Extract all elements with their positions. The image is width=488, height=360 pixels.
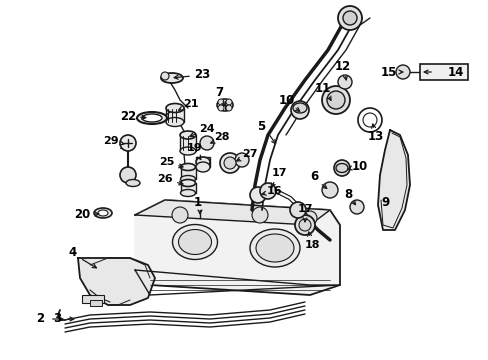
Text: 1: 1 [194, 197, 202, 210]
Circle shape [298, 219, 310, 231]
Text: 10: 10 [278, 94, 295, 108]
Text: 14: 14 [447, 66, 463, 78]
Bar [90, 300, 102, 306]
Circle shape [321, 86, 349, 114]
Circle shape [172, 207, 187, 223]
Text: 25: 25 [159, 157, 174, 167]
Circle shape [342, 11, 356, 25]
Text: 26: 26 [157, 174, 172, 184]
Circle shape [326, 91, 345, 109]
Circle shape [218, 105, 224, 111]
Text: 29: 29 [103, 136, 119, 146]
Circle shape [294, 215, 314, 235]
Circle shape [120, 167, 136, 183]
Text: 22: 22 [120, 109, 136, 122]
Text: 20: 20 [74, 207, 90, 220]
Ellipse shape [180, 131, 196, 139]
Ellipse shape [94, 208, 112, 218]
Text: 23: 23 [193, 68, 210, 81]
Text: 8: 8 [343, 188, 351, 201]
Ellipse shape [292, 103, 306, 113]
Bar [82, 295, 104, 303]
Ellipse shape [161, 73, 183, 83]
Text: 2: 2 [36, 312, 44, 325]
Text: 17: 17 [297, 204, 312, 214]
Bar [181, 167, 196, 179]
Ellipse shape [98, 210, 108, 216]
Text: 9: 9 [381, 197, 389, 210]
Text: 27: 27 [242, 149, 257, 159]
Ellipse shape [180, 175, 195, 183]
Text: 15: 15 [380, 66, 396, 78]
Text: 7: 7 [215, 85, 223, 99]
Circle shape [120, 135, 136, 151]
Bar [419, 64, 467, 80]
Text: 19: 19 [186, 143, 202, 153]
Circle shape [303, 211, 316, 225]
Bar [165, 108, 183, 122]
Text: 17: 17 [271, 168, 286, 178]
Polygon shape [135, 200, 329, 225]
Ellipse shape [137, 112, 167, 124]
Ellipse shape [180, 180, 195, 186]
Circle shape [225, 105, 231, 111]
Text: 16: 16 [265, 186, 281, 196]
Bar [196, 157, 209, 167]
Text: 18: 18 [304, 240, 319, 250]
Ellipse shape [180, 163, 195, 171]
Text: 28: 28 [214, 132, 229, 142]
Polygon shape [377, 130, 409, 230]
Polygon shape [78, 258, 155, 305]
Circle shape [220, 153, 240, 173]
Text: 13: 13 [367, 130, 384, 143]
Ellipse shape [217, 99, 232, 111]
Circle shape [161, 72, 169, 80]
Circle shape [362, 113, 376, 127]
Text: 11: 11 [314, 82, 330, 95]
Ellipse shape [256, 234, 293, 262]
Ellipse shape [180, 147, 196, 155]
Ellipse shape [178, 230, 211, 255]
Ellipse shape [196, 157, 209, 167]
Circle shape [349, 200, 363, 214]
Ellipse shape [126, 180, 140, 186]
Ellipse shape [249, 229, 299, 267]
Ellipse shape [142, 114, 162, 122]
Circle shape [218, 99, 224, 105]
Circle shape [249, 187, 265, 203]
Text: 24: 24 [199, 124, 214, 134]
Circle shape [235, 153, 248, 167]
Circle shape [337, 75, 351, 89]
Ellipse shape [335, 163, 347, 172]
Circle shape [333, 160, 349, 176]
Circle shape [251, 207, 267, 223]
Text: 6: 6 [309, 171, 318, 184]
Circle shape [225, 99, 231, 105]
Text: 12: 12 [334, 60, 350, 73]
Circle shape [337, 6, 361, 30]
Text: 5: 5 [256, 120, 264, 132]
Bar [181, 183, 196, 193]
Circle shape [224, 157, 236, 169]
Ellipse shape [165, 117, 183, 126]
Circle shape [290, 101, 308, 119]
Bar [180, 135, 196, 151]
Circle shape [200, 136, 214, 150]
Ellipse shape [165, 104, 183, 112]
Polygon shape [135, 200, 339, 295]
Ellipse shape [180, 189, 195, 197]
Circle shape [289, 202, 305, 218]
Circle shape [395, 65, 409, 79]
Circle shape [321, 182, 337, 198]
Ellipse shape [172, 225, 217, 260]
Text: 21: 21 [183, 99, 198, 109]
Circle shape [260, 183, 275, 199]
Text: 10: 10 [351, 159, 367, 172]
Text: 3: 3 [53, 312, 61, 325]
Text: 4: 4 [69, 246, 77, 258]
Ellipse shape [196, 162, 209, 172]
